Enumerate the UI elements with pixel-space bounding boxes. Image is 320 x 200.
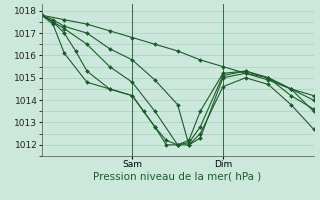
X-axis label: Pression niveau de la mer( hPa ): Pression niveau de la mer( hPa ) (93, 172, 262, 182)
